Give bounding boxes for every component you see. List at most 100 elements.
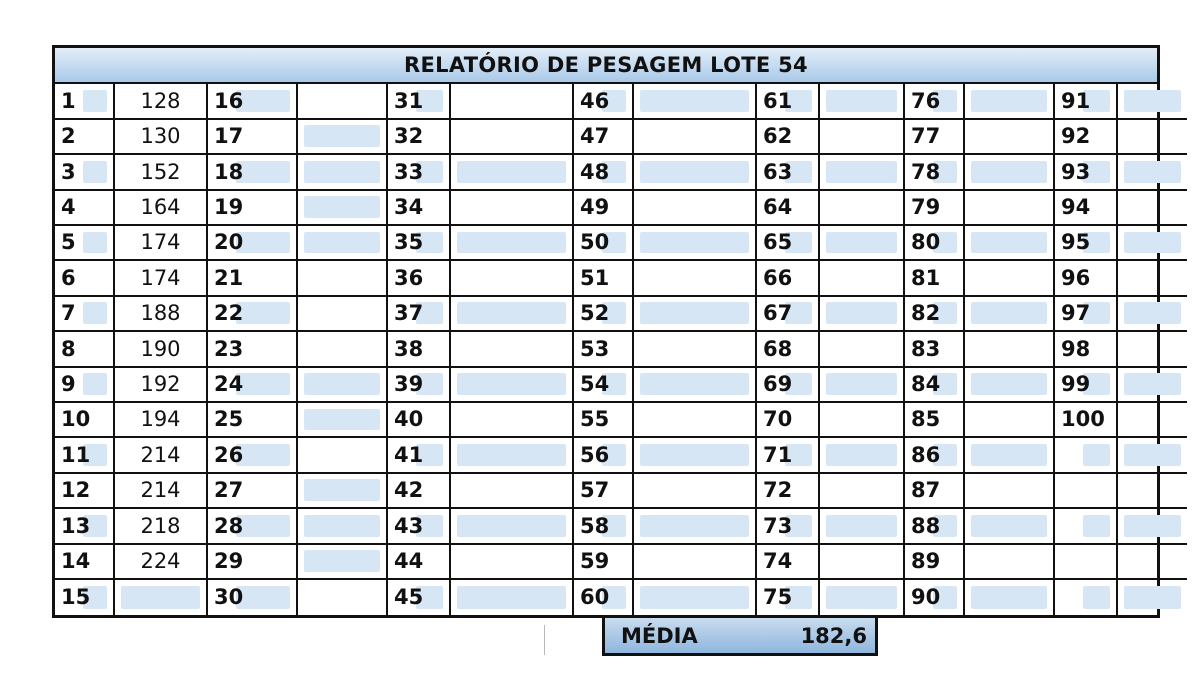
cell-number-text: 98 [1061, 336, 1091, 361]
cell-weight [451, 473, 574, 510]
cell-number: 47 [574, 119, 634, 156]
cell-number: 55 [574, 402, 634, 439]
cell-number: 69 [757, 367, 820, 403]
cell-weight [298, 331, 388, 368]
weighing-report-table: RELATÓRIO DE PESAGEM LOTE 54 1 128 2 130 3 15… [52, 45, 1187, 618]
cell-number: 33 [388, 154, 451, 191]
cell-weight [1118, 544, 1187, 580]
cell-number-text: 76 [911, 88, 941, 113]
cell-number-text: 61 [763, 88, 793, 113]
cell-number-text: 74 [763, 549, 793, 574]
cell-weight [965, 402, 1055, 439]
cell-number-text: 48 [580, 159, 610, 184]
cell-number-text: 9 [61, 372, 76, 397]
cell-weight [965, 508, 1055, 545]
average-label: MÉDIA [621, 623, 698, 648]
cell-weight [451, 190, 574, 226]
cell-number-text: 38 [394, 336, 424, 361]
cell-weight [451, 261, 574, 297]
cell-weight [451, 225, 574, 262]
cell-weight [1118, 119, 1187, 156]
cell-weight [634, 261, 757, 297]
cell-weight [1118, 332, 1187, 368]
cell-number-text: 83 [911, 336, 941, 361]
cell-number-text: 5 [61, 230, 76, 255]
cell-number: 93 [1055, 154, 1118, 191]
cell-number: 8 [55, 331, 115, 368]
cell-number: 2 [55, 119, 115, 156]
cell-weight-text: 224 [140, 549, 181, 574]
cell-weight [451, 119, 574, 156]
cell-number-text: 30 [214, 585, 244, 610]
cell-number: 51 [574, 261, 634, 297]
cell-weight-text: 188 [140, 301, 181, 326]
cell-weight [451, 579, 574, 616]
cell-number: 13 [55, 508, 115, 545]
cell-number: 30 [208, 579, 298, 616]
cell-number-text: 4 [61, 195, 76, 220]
cell-number-text: 89 [911, 549, 941, 574]
cell-weight [965, 473, 1055, 510]
cell-number: 68 [757, 331, 820, 368]
cell-weight [451, 367, 574, 403]
cell-number-text: 42 [394, 478, 424, 503]
cell-weight [451, 544, 574, 580]
cell-number: 87 [905, 473, 965, 510]
cell-number-text: 45 [394, 585, 424, 610]
cell-number: 32 [388, 119, 451, 156]
cell-number: 50 [574, 225, 634, 262]
cell-number-text: 70 [763, 407, 793, 432]
cell-weight [634, 544, 757, 580]
cell-number-text: 10 [61, 407, 91, 432]
cell-number-text: 68 [763, 336, 793, 361]
cell-number: 70 [757, 402, 820, 439]
cell-weight [820, 438, 905, 474]
cell-number-text: 13 [61, 513, 91, 538]
cell-weight-text: 192 [140, 372, 181, 397]
cell-number-text: 95 [1061, 230, 1091, 255]
cell-number: 3 [55, 154, 115, 191]
cell-number-text: 100 [1061, 407, 1105, 432]
cell-number: 97 [1055, 296, 1118, 333]
cell-number-text: 37 [394, 301, 424, 326]
cell-number-text: 39 [394, 372, 424, 397]
cell-weight [820, 331, 905, 368]
cell-number: 64 [757, 190, 820, 226]
cell-number: 37 [388, 296, 451, 333]
cell-number-text: 19 [214, 195, 244, 220]
cell-number-text: 41 [394, 442, 424, 467]
cell-number-text: 18 [214, 159, 244, 184]
cell-number: 19 [208, 190, 298, 226]
cell-number: 74 [757, 544, 820, 580]
cell-weight [1118, 438, 1187, 474]
cell-weight [451, 84, 574, 120]
cell-number-text: 2 [61, 124, 76, 149]
cell-weight [820, 367, 905, 403]
cell-weight [298, 579, 388, 616]
cell-number: 52 [574, 296, 634, 333]
cell-number: 16 [208, 84, 298, 120]
cell-weight: 152 [115, 154, 208, 191]
cell-number: 39 [388, 367, 451, 403]
cell-weight: 218 [115, 508, 208, 545]
average-value: 182,6 [800, 623, 867, 648]
cell-number: 40 [388, 402, 451, 439]
cell-number-text: 59 [580, 549, 610, 574]
cell-number-text: 15 [61, 585, 91, 610]
cell-weight-text: 214 [140, 478, 181, 503]
cell-number: 34 [388, 190, 451, 226]
cell-weight [298, 473, 388, 510]
cell-number: 91 [1055, 84, 1118, 120]
cell-number: 56 [574, 438, 634, 474]
cell-number-text: 23 [214, 336, 244, 361]
cell-number: 9 [55, 367, 115, 403]
column-divider-line [544, 625, 545, 655]
cell-weight: 224 [115, 544, 208, 580]
cell-number: 14 [55, 544, 115, 580]
report-title-text: RELATÓRIO DE PESAGEM LOTE 54 [404, 53, 808, 77]
cell-number: 66 [757, 261, 820, 297]
cell-weight [820, 190, 905, 226]
cell-number-text: 25 [214, 407, 244, 432]
cell-weight-text: 152 [140, 159, 181, 184]
cell-weight [965, 190, 1055, 226]
